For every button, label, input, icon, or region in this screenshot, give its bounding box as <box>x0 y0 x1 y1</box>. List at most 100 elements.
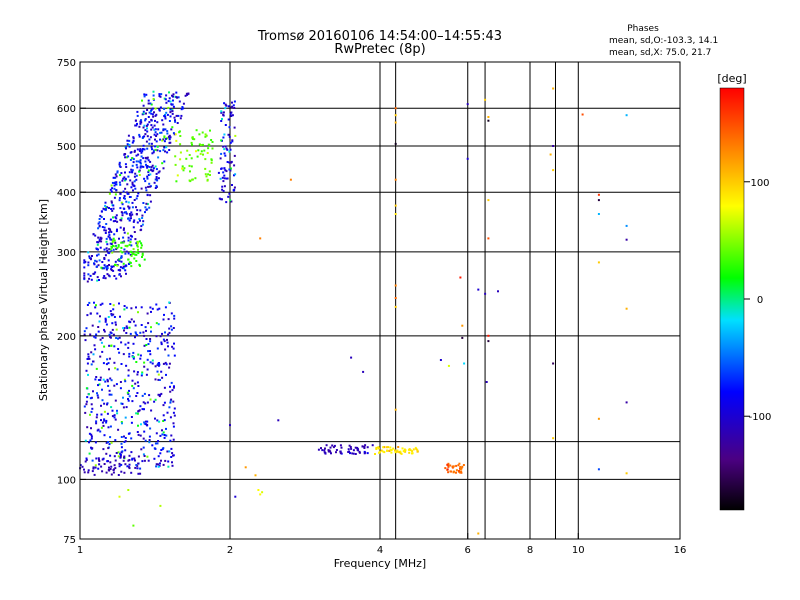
cluster-point <box>145 202 148 205</box>
cluster-point <box>123 176 126 179</box>
cluster-point <box>168 91 170 94</box>
cluster-point <box>91 470 94 473</box>
cluster-point <box>163 386 166 389</box>
data-point <box>394 142 397 145</box>
cluster-point <box>170 398 173 401</box>
cluster-point <box>137 192 140 195</box>
cluster-point <box>122 459 125 462</box>
cluster-point <box>145 163 147 166</box>
y-tick-label-7: 750 <box>57 58 76 69</box>
cluster-point <box>181 106 184 108</box>
cluster-point <box>97 326 100 328</box>
cluster-point <box>111 209 114 212</box>
cluster-point <box>101 226 104 228</box>
cluster-point <box>175 180 178 183</box>
cluster-point <box>103 218 105 220</box>
cluster-point <box>109 461 112 464</box>
cluster-point <box>124 269 127 272</box>
cluster-point <box>143 135 146 138</box>
data-point <box>394 305 397 308</box>
cluster-point <box>389 449 392 452</box>
cluster-point <box>124 252 127 255</box>
cluster-point <box>135 464 138 466</box>
data-point <box>477 288 480 291</box>
cluster-point <box>108 357 111 360</box>
cluster-point <box>142 104 145 107</box>
cluster-point <box>176 122 179 124</box>
cluster-point <box>99 236 102 239</box>
cluster-point <box>385 446 388 449</box>
cluster-point <box>85 327 88 330</box>
cluster-point <box>100 240 103 243</box>
cluster-point <box>155 303 158 306</box>
cluster-point <box>92 360 95 363</box>
cluster-point <box>127 399 130 402</box>
cluster-point <box>115 328 118 331</box>
cluster-point <box>109 454 112 457</box>
cluster-point <box>139 219 141 222</box>
cluster-point <box>134 172 137 175</box>
cluster-point <box>98 320 101 323</box>
cluster-point <box>130 265 133 268</box>
cluster-point <box>130 186 133 189</box>
cluster-point <box>193 138 196 141</box>
cluster-point <box>136 244 139 247</box>
cluster-point <box>209 129 211 132</box>
cluster-point <box>87 355 90 358</box>
cluster-point <box>171 94 173 97</box>
cluster-point <box>130 211 133 214</box>
cluster-point <box>131 355 134 358</box>
cluster-point <box>460 471 463 474</box>
cluster-point <box>348 444 351 447</box>
cluster-point <box>107 384 110 387</box>
cluster-point <box>97 384 99 387</box>
cluster-point <box>112 248 115 251</box>
cluster-point <box>97 379 100 381</box>
cluster-point <box>134 253 137 256</box>
cluster-point <box>121 179 124 182</box>
cluster-point <box>143 258 146 261</box>
y-tick-label-4: 400 <box>57 188 76 199</box>
cluster-point <box>171 461 173 464</box>
cluster-point <box>97 428 100 431</box>
cluster-point <box>224 124 227 126</box>
cluster-point <box>221 176 224 179</box>
cluster-point <box>114 193 117 196</box>
cluster-point <box>229 167 232 170</box>
cluster-point <box>97 236 100 239</box>
cluster-point <box>330 452 332 455</box>
data-point <box>244 466 247 469</box>
data-point <box>394 121 397 124</box>
cluster-point <box>157 455 160 458</box>
cluster-point <box>90 435 93 438</box>
cluster-point <box>83 468 85 471</box>
cluster-point <box>172 93 175 96</box>
data-point <box>132 524 135 527</box>
cluster-point <box>113 455 116 458</box>
cluster-point <box>156 308 159 311</box>
cluster-point <box>101 388 103 391</box>
cluster-point <box>202 153 204 156</box>
cluster-point <box>131 400 134 403</box>
cluster-point <box>162 420 165 422</box>
cluster-point <box>90 403 93 406</box>
cluster-point <box>83 259 86 262</box>
cluster-point <box>123 327 126 330</box>
cluster-point <box>447 462 450 465</box>
cluster-point <box>185 92 188 95</box>
cluster-point <box>120 436 123 438</box>
cluster-point <box>155 335 158 338</box>
cluster-point <box>151 444 154 447</box>
cluster-point <box>133 219 136 222</box>
data-point <box>581 113 584 116</box>
cluster-point <box>83 471 86 474</box>
cluster-point <box>104 208 107 211</box>
cluster-point <box>141 252 144 255</box>
cluster-point <box>97 222 100 225</box>
cluster-point <box>100 216 103 219</box>
cluster-point <box>458 470 460 472</box>
cluster-point <box>168 301 171 304</box>
cluster-point <box>136 245 139 248</box>
cluster-point <box>123 329 125 332</box>
cluster-point <box>227 105 230 108</box>
